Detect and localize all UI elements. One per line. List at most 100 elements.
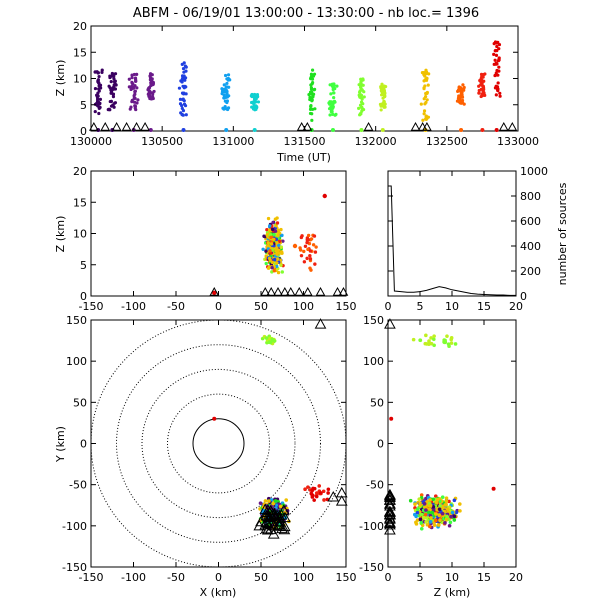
source-point [93,109,97,114]
y-tick-label: 5 [80,99,87,112]
source-point [271,501,276,506]
source-point [357,90,362,94]
source-point [308,257,313,261]
source-point [416,507,420,512]
x-tick-label: 0 [215,571,222,584]
source-point [177,86,182,90]
x-tick-label: 0 [385,300,392,313]
sensor-marker [260,516,273,528]
source-point [267,499,271,503]
source-point [97,111,101,116]
source-point [310,68,315,72]
source-point [275,252,279,256]
range-ring [91,320,346,567]
source-point [421,118,425,122]
source-point [443,521,447,525]
source-point [281,239,285,243]
source-point [330,127,335,132]
y-tick-label: 15 [73,46,87,59]
source-point [380,127,385,132]
source-point [421,515,426,520]
x-tick-label: 20 [509,571,523,584]
sensor-marker [335,486,348,498]
z-y-xlabel: Z (km) [434,586,471,599]
source-point [429,336,433,340]
sensor-marker [279,286,290,296]
source-point [181,127,186,132]
source-point [184,65,188,69]
source-point [306,247,310,252]
source-point [181,84,185,88]
source-point [226,73,231,77]
y-tick-label: 1000 [520,165,548,178]
sensor-marker [498,121,509,131]
source-point [480,79,484,83]
source-point [268,248,272,253]
source-point [274,224,278,228]
source-point [360,87,364,92]
source-point [359,77,363,81]
source-point [277,228,281,233]
sensor-marker [338,286,349,296]
source-point [417,497,422,501]
source-point [314,245,318,249]
source-point [266,241,270,245]
source-point [423,512,428,517]
source-point [302,260,307,264]
source-point [182,91,186,95]
source-point [424,520,428,524]
source-point [445,334,449,338]
source-point [418,501,422,505]
sensor-marker [327,490,340,502]
source-point [97,84,101,88]
source-point [266,216,271,221]
source-point [380,82,384,86]
y-tick-label: 200 [520,265,541,278]
source-point [223,89,227,94]
source-point [424,114,428,118]
source-point [424,71,429,76]
y-tick-label: 800 [520,190,541,203]
source-point [494,127,499,132]
time-height-ylabel: Z (km) [54,60,67,97]
plan-view-points [91,318,348,567]
sensor-marker [384,506,396,517]
source-point [273,499,278,503]
source-point [93,70,97,74]
source-point [426,83,430,87]
sensor-marker [314,318,327,329]
sensor-marker [384,516,396,528]
histogram-ylabel: number of sources [556,182,569,285]
sensor-marker [507,121,518,131]
source-point [438,518,442,523]
source-point [438,504,442,508]
z-y-axes: 0 5 10 15 20 -150 -100 -50 0 50 100 150 [359,314,523,584]
source-point [178,102,183,106]
y-tick-label: 100 [66,355,87,368]
source-point [493,86,498,90]
source-point [317,484,322,488]
x-height-axes: -150 -100 -50 0 50 100 150 0 5 10 15 20 [73,165,357,313]
source-point [265,233,269,237]
source-point [284,498,289,502]
source-point [440,495,445,499]
source-point [133,92,137,96]
source-point [427,510,431,515]
source-point [313,262,317,266]
source-point [272,268,276,273]
source-point [223,99,227,103]
source-point [422,112,426,116]
source-point [310,495,315,499]
source-point [359,100,364,104]
source-point [462,88,466,92]
range-ring [141,368,296,519]
source-point [268,224,272,228]
source-point [408,498,413,503]
source-point [271,220,275,225]
source-point [184,113,188,117]
source-point [382,105,386,109]
source-point [311,486,315,491]
x-tick-label: 15 [477,571,491,584]
source-point [359,127,364,132]
